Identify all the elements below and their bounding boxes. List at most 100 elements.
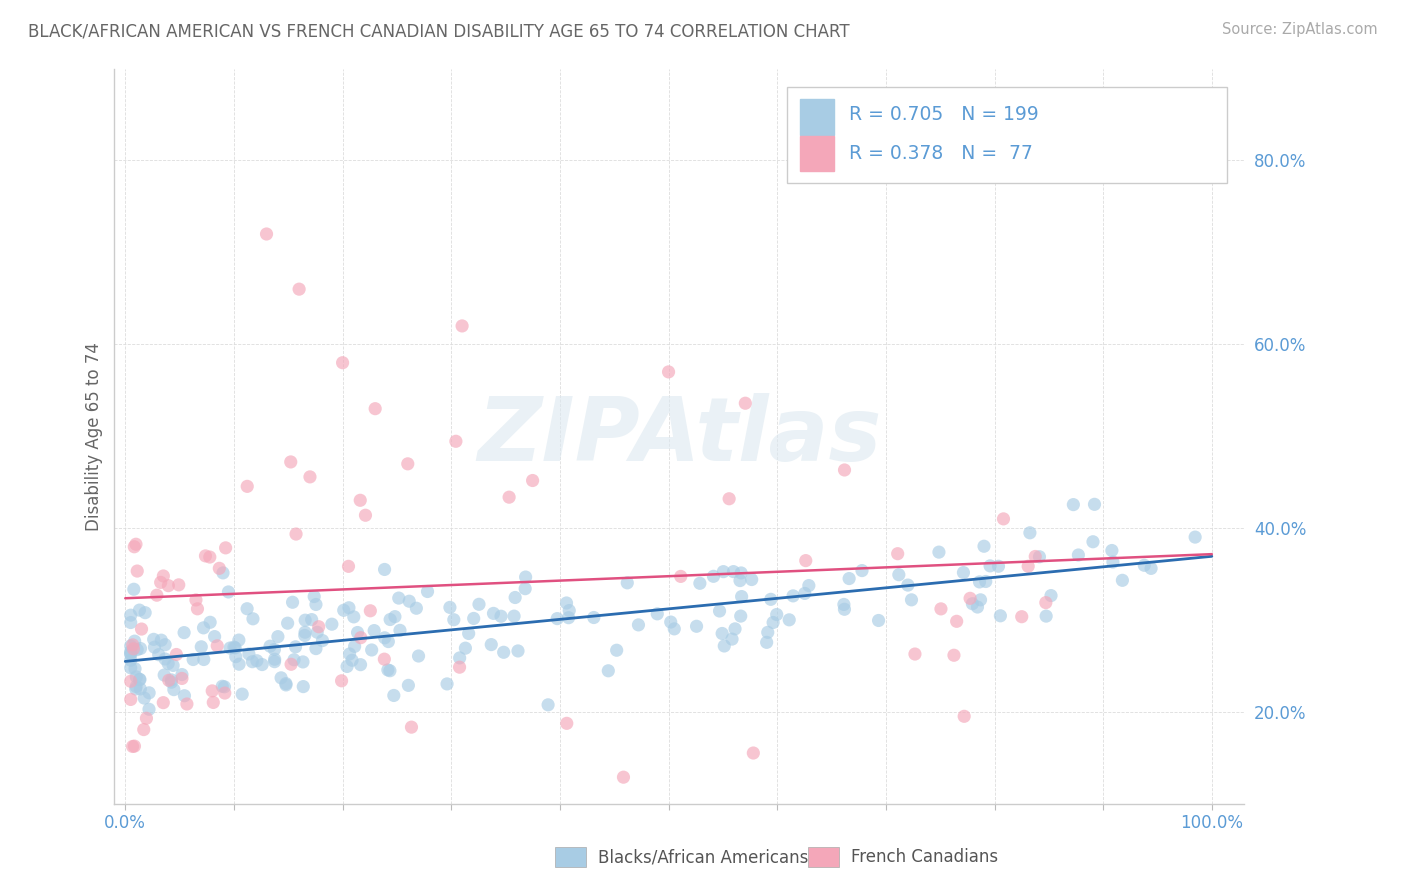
Point	[627, 618, 650, 632]
FancyBboxPatch shape	[787, 87, 1227, 183]
Point	[214, 541, 236, 555]
Point	[291, 655, 314, 669]
Point	[730, 609, 752, 624]
Point	[463, 611, 485, 625]
Point	[612, 770, 634, 784]
Point	[945, 615, 967, 629]
Point	[281, 595, 304, 609]
Point	[405, 601, 427, 615]
Point	[384, 609, 406, 624]
Point	[522, 474, 544, 488]
Point	[555, 596, 578, 610]
Point	[138, 686, 160, 700]
Point	[797, 578, 820, 592]
Point	[120, 644, 142, 658]
Point	[718, 491, 741, 506]
Point	[689, 576, 711, 591]
Point	[238, 647, 260, 661]
Point	[838, 572, 860, 586]
Point	[124, 634, 146, 648]
Point	[152, 569, 174, 583]
Point	[311, 633, 333, 648]
Point	[969, 592, 991, 607]
Point	[332, 603, 354, 617]
Point	[202, 696, 225, 710]
Point	[124, 540, 146, 554]
Point	[734, 396, 756, 410]
Point	[765, 607, 787, 622]
Point	[134, 691, 156, 706]
Point	[711, 626, 734, 640]
Point	[979, 558, 1001, 573]
Point	[194, 549, 217, 563]
Point	[132, 723, 155, 737]
Point	[285, 527, 308, 541]
Point	[294, 625, 316, 640]
Point	[443, 613, 465, 627]
Point	[211, 679, 233, 693]
Point	[360, 643, 382, 657]
Point	[150, 633, 173, 648]
Point	[396, 457, 419, 471]
Point	[332, 356, 354, 370]
Point	[834, 463, 856, 477]
Point	[498, 490, 520, 504]
Text: French Canadians: French Canadians	[851, 848, 998, 866]
Point	[555, 716, 578, 731]
Point	[388, 591, 411, 605]
Point	[263, 655, 285, 669]
Point	[184, 593, 207, 607]
Point	[659, 615, 682, 629]
Point	[515, 570, 537, 584]
Point	[929, 602, 952, 616]
Point	[349, 657, 371, 672]
Point	[897, 578, 920, 592]
Point	[157, 657, 180, 671]
Point	[778, 613, 800, 627]
Point	[598, 664, 620, 678]
Point	[127, 642, 149, 657]
Point	[759, 592, 782, 607]
Point	[142, 632, 165, 647]
Point	[546, 612, 568, 626]
Point	[834, 602, 856, 616]
Point	[134, 606, 156, 620]
Point	[416, 584, 439, 599]
Point	[741, 573, 763, 587]
Point	[374, 562, 396, 576]
Point	[557, 610, 579, 624]
Point	[492, 645, 515, 659]
Point	[966, 600, 988, 615]
Point	[974, 574, 997, 589]
Point	[346, 625, 368, 640]
Point	[190, 640, 212, 654]
Point	[489, 609, 512, 624]
Point	[990, 608, 1012, 623]
Point	[987, 559, 1010, 574]
Point	[153, 652, 176, 666]
Point	[173, 625, 195, 640]
Point	[1035, 609, 1057, 624]
Point	[214, 680, 236, 694]
Point	[135, 711, 157, 725]
Point	[263, 652, 285, 666]
Point	[952, 566, 974, 580]
Point	[377, 663, 399, 677]
Point	[730, 590, 752, 604]
Point	[685, 619, 707, 633]
Point	[503, 591, 526, 605]
Point	[277, 616, 299, 631]
Point	[832, 598, 855, 612]
Point	[794, 553, 817, 567]
Point	[307, 625, 329, 640]
Point	[198, 549, 221, 564]
Point	[301, 613, 323, 627]
Point	[363, 624, 385, 638]
Point	[120, 608, 142, 623]
Point	[228, 633, 250, 648]
Text: Blacks/African Americans: Blacks/African Americans	[598, 848, 808, 866]
Point	[170, 667, 193, 681]
Point	[364, 401, 387, 416]
Point	[256, 227, 278, 241]
Point	[669, 569, 692, 583]
